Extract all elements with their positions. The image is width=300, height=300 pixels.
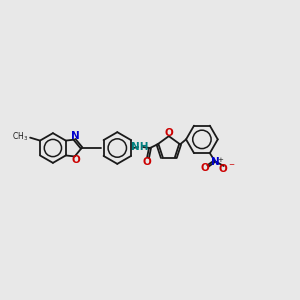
- Text: O$^-$: O$^-$: [218, 162, 236, 174]
- Text: O: O: [142, 157, 152, 167]
- Text: NH: NH: [131, 142, 149, 152]
- Text: O: O: [165, 128, 174, 138]
- Text: N: N: [71, 131, 80, 141]
- Text: O: O: [71, 155, 80, 165]
- Text: N: N: [212, 157, 220, 166]
- Text: +: +: [217, 157, 223, 163]
- Text: O: O: [200, 163, 209, 173]
- Text: CH$_3$: CH$_3$: [12, 130, 28, 143]
